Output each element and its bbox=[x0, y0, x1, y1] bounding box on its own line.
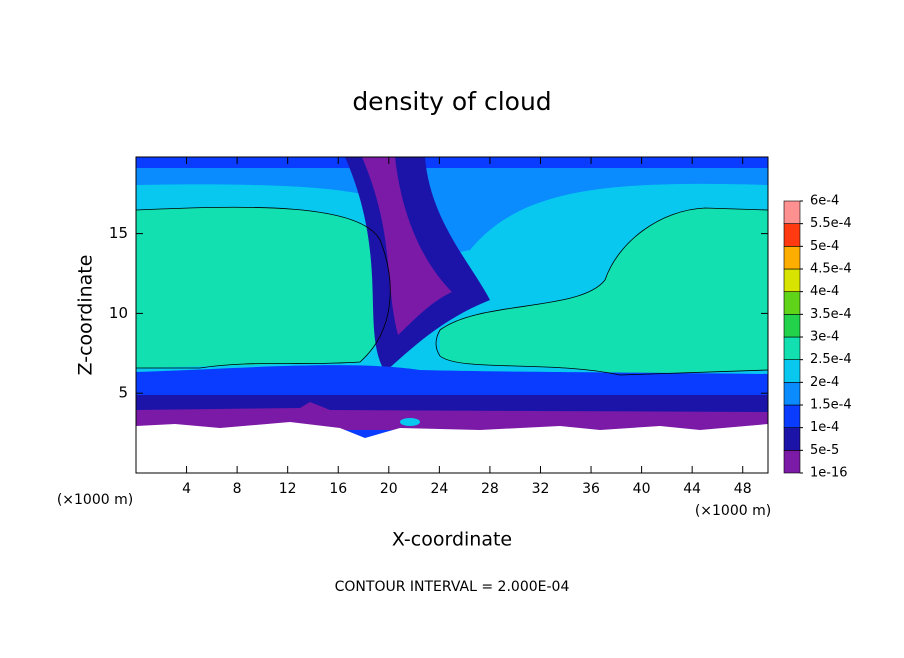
colorbar-band bbox=[783, 223, 801, 247]
colorbar-band bbox=[783, 404, 801, 428]
x-tick-label: 12 bbox=[279, 481, 297, 497]
plot-frame bbox=[135, 156, 769, 474]
y-axis-title: Z-coordinate bbox=[75, 255, 97, 376]
colorbar-band bbox=[783, 200, 801, 224]
x-tick-label: 28 bbox=[481, 481, 499, 497]
colorbar-band bbox=[783, 314, 801, 338]
x-tick-label: 40 bbox=[633, 481, 651, 497]
colorbar-label: 2e-4 bbox=[810, 375, 839, 390]
colorbar-band bbox=[783, 336, 801, 360]
colorbar-label: 4e-4 bbox=[810, 284, 839, 299]
colorbar-band bbox=[783, 268, 801, 292]
x-tick-label: 32 bbox=[532, 481, 550, 497]
x-tick-label: 48 bbox=[734, 481, 752, 497]
x-tick-label: 4 bbox=[182, 481, 191, 497]
colorbar-band bbox=[783, 246, 801, 270]
x-tick-label: 20 bbox=[380, 481, 398, 497]
colorbar-label: 1e-4 bbox=[810, 420, 839, 435]
colorbar-band bbox=[783, 427, 801, 451]
colorbar-band bbox=[783, 450, 801, 474]
colorbar-band bbox=[783, 382, 801, 406]
colorbar-label: 5e-4 bbox=[810, 239, 839, 254]
chart-title: density of cloud bbox=[352, 87, 551, 116]
y-tick-label: 15 bbox=[109, 224, 128, 242]
y-tick-label: 10 bbox=[109, 304, 128, 322]
x-axis-title: X-coordinate bbox=[392, 529, 512, 551]
colorbar-label: 3e-4 bbox=[810, 330, 839, 345]
colorbar-label: 6e-4 bbox=[810, 194, 839, 209]
colorbar-label: 3.5e-4 bbox=[810, 307, 852, 322]
x-tick-label: 24 bbox=[430, 481, 448, 497]
colorbar-band bbox=[783, 359, 801, 383]
contour-field bbox=[136, 157, 768, 473]
x-tick-label: 8 bbox=[233, 481, 242, 497]
x-tick-label: 16 bbox=[329, 481, 347, 497]
footer-note: CONTOUR INTERVAL = 2.000E-04 bbox=[335, 579, 570, 595]
colorbar-label: 1.5e-4 bbox=[810, 398, 852, 413]
y-tick-label: 5 bbox=[118, 384, 128, 402]
x-unit-label: (×1000 m) bbox=[57, 492, 133, 508]
x-tick-label: 36 bbox=[582, 481, 600, 497]
x-unit-label: (×1000 m) bbox=[695, 503, 771, 519]
x-tick-label: 44 bbox=[683, 481, 701, 497]
colorbar-label: 1e-16 bbox=[810, 466, 848, 481]
colorbar-band bbox=[783, 291, 801, 315]
colorbar-label: 4.5e-4 bbox=[810, 262, 852, 277]
colorbar-label: 5e-5 bbox=[810, 443, 839, 458]
colorbar-label: 5.5e-4 bbox=[810, 216, 852, 231]
colorbar-label: 2.5e-4 bbox=[810, 352, 852, 367]
